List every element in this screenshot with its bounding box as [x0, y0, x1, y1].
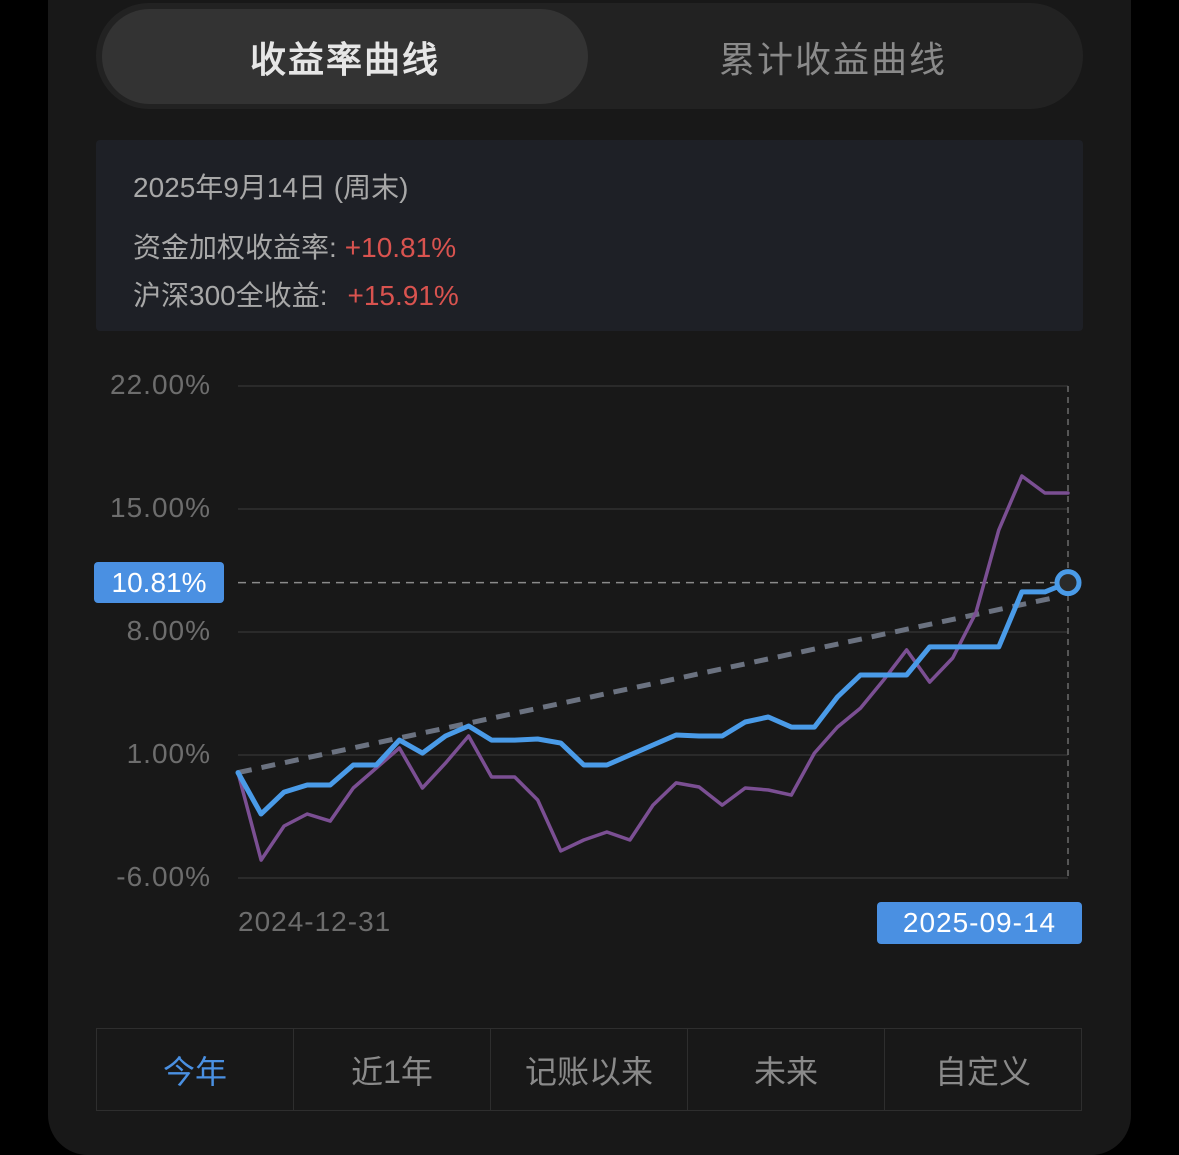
- y-tick-label: -6.00%: [116, 861, 211, 892]
- y-tick-label: 15.00%: [110, 492, 211, 523]
- range-future[interactable]: 未来: [687, 1029, 884, 1110]
- tab-cumulative-return-curve[interactable]: 累计收益曲线: [718, 38, 947, 80]
- x-start-label: 2024-12-31: [238, 906, 392, 937]
- info-panel: 2025年9月14日 (周末) 资金加权收益率: +10.81% 沪深300全收益…: [96, 140, 1083, 331]
- y-tick-label: 8.00%: [126, 615, 211, 646]
- weighted-return-row: 资金加权收益率: +10.81%: [133, 226, 456, 266]
- tab-return-rate-curve[interactable]: 收益率曲线: [102, 9, 588, 104]
- x-selected-date-badge: 2025-09-14: [877, 902, 1082, 944]
- range-since-start[interactable]: 记账以来: [490, 1029, 687, 1110]
- selected-point-marker: [1054, 569, 1082, 597]
- crosshair-value-badge: 10.81%: [94, 562, 224, 603]
- range-last-1-year[interactable]: 近1年: [293, 1029, 490, 1110]
- range-this-year[interactable]: 今年: [162, 1053, 227, 1090]
- chart-type-switch: 收益率曲线 累计收益曲线: [96, 3, 1083, 109]
- selected-date: 2025年9月14日 (周末): [133, 172, 409, 203]
- y-tick-label: 22.00%: [110, 369, 211, 400]
- trend-line: [237, 594, 1059, 776]
- benchmark-return-value: +15.91%: [347, 280, 459, 311]
- range-custom[interactable]: 自定义: [884, 1029, 1081, 1110]
- weighted-return-label: 资金加权收益率:: [133, 232, 337, 263]
- benchmark-series-line: [236, 474, 1070, 862]
- y-tick-label: 1.00%: [126, 738, 211, 769]
- range-selector: 今年 近1年 记账以来 未来 自定义: [96, 1028, 1082, 1111]
- weighted-return-value: +10.81%: [344, 232, 457, 263]
- portfolio-series-line: [235, 580, 1071, 817]
- benchmark-return-label: 沪深300全收益:: [133, 280, 328, 311]
- benchmark-return-row: 沪深300全收益: +15.91%: [133, 274, 459, 314]
